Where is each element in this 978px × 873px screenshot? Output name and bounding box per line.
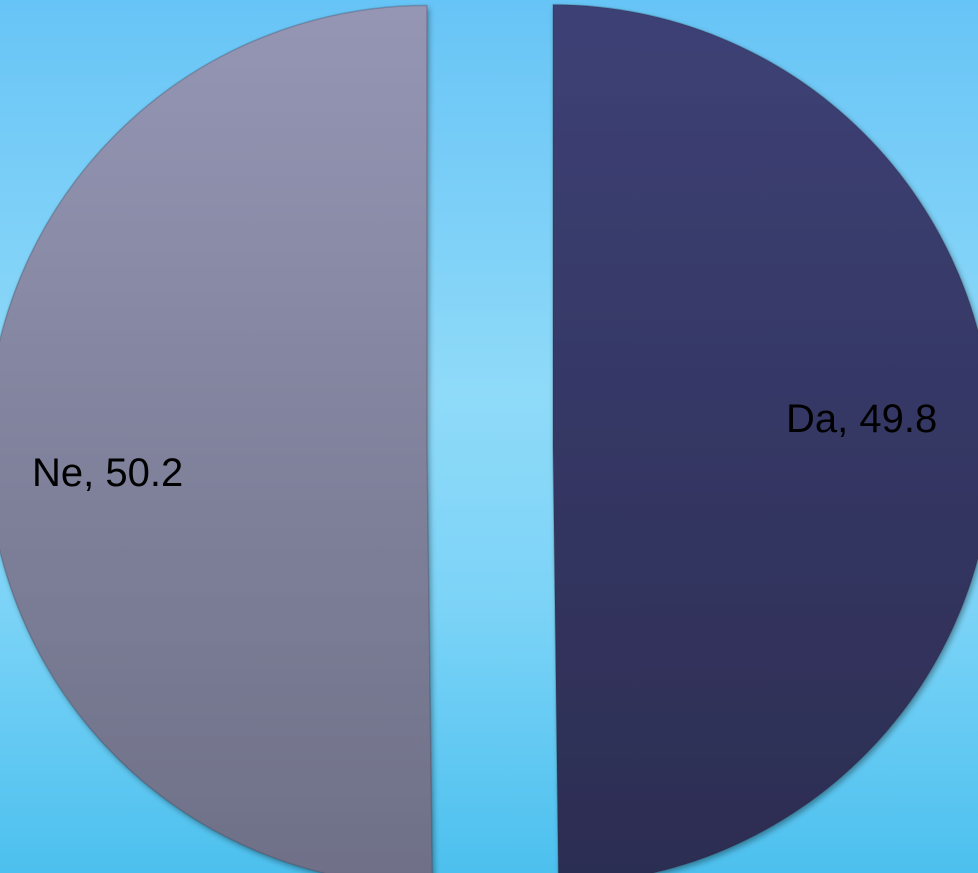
pie-slice-da bbox=[552, 3, 978, 873]
pie-label-ne: Ne, 50.2 bbox=[32, 451, 183, 495]
pie-labels: Da, 49.8 Ne, 50.2 bbox=[32, 397, 937, 495]
pie-label-da: Da, 49.8 bbox=[786, 397, 937, 441]
pie-slice-ne bbox=[0, 4, 434, 873]
pie-slices bbox=[0, 3, 978, 873]
